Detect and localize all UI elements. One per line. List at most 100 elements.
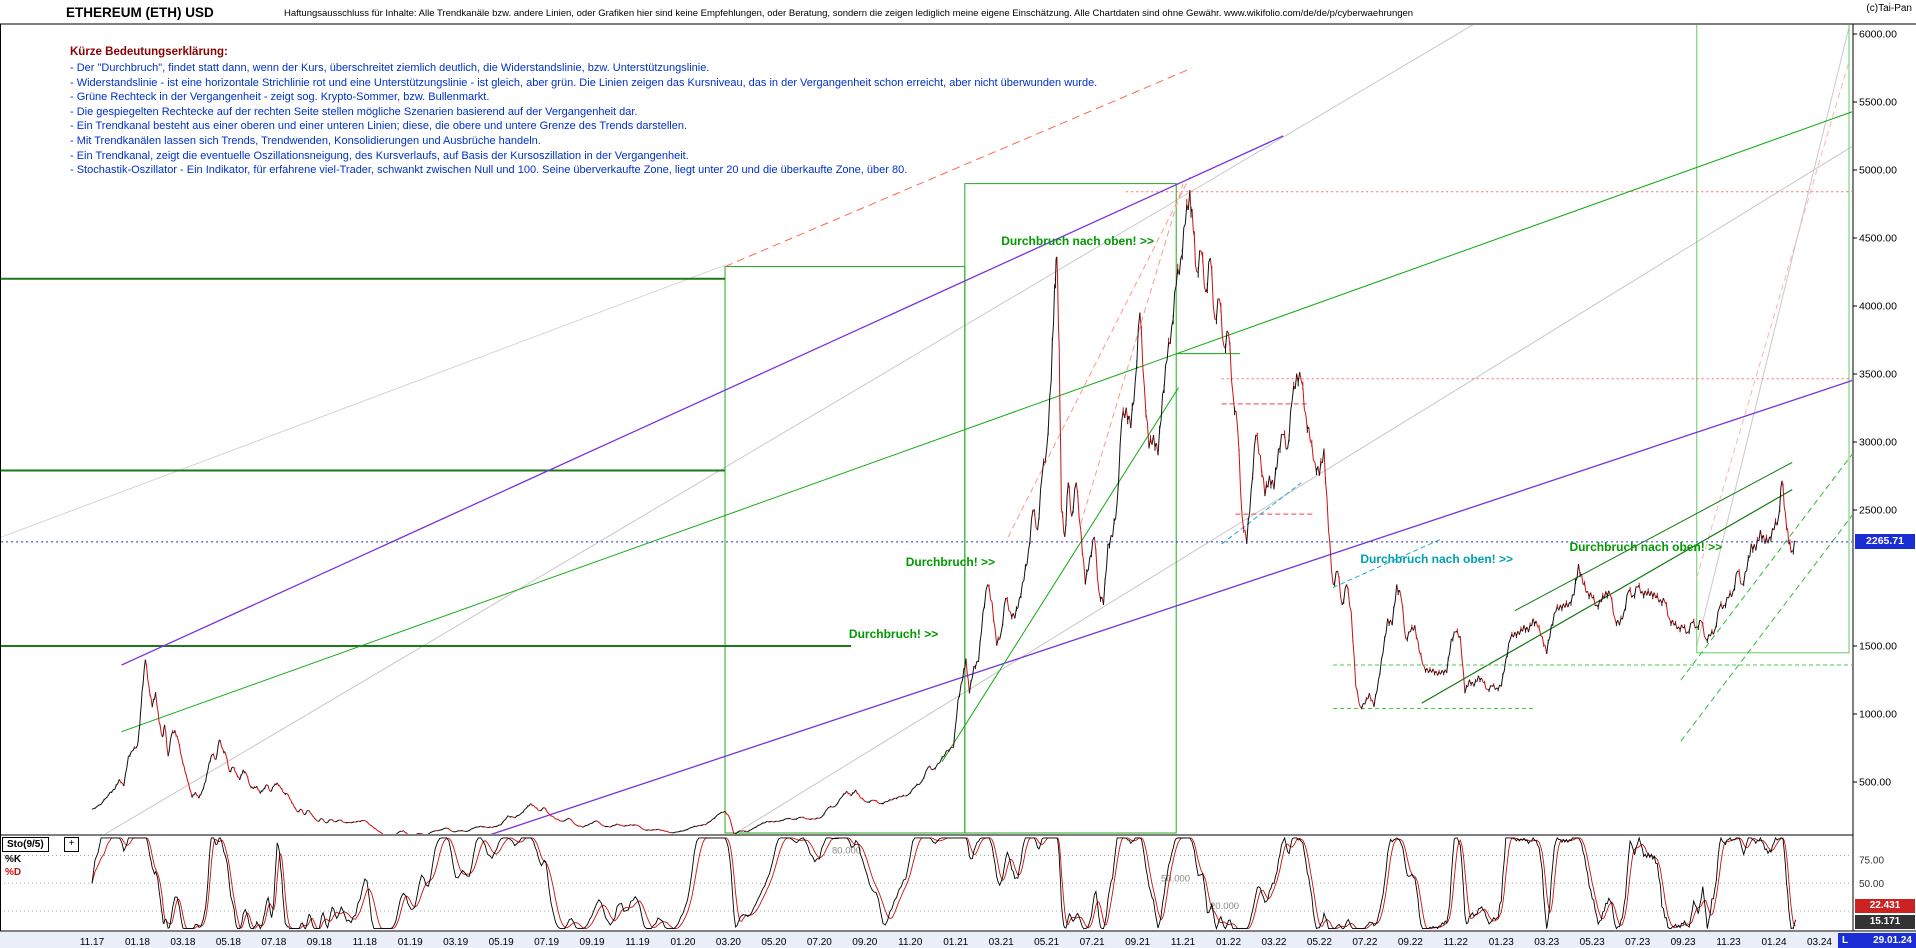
overlay-line[interactable]	[724, 67, 1193, 268]
x-axis-label: 03.23	[1534, 937, 1559, 948]
overlay-line[interactable]	[1, 264, 726, 538]
overlay-line[interactable]	[941, 387, 1179, 762]
copyright-label: (c)Tai-Pan	[1866, 3, 1912, 14]
x-axis-label: 09.21	[1125, 937, 1150, 948]
breakout-annotation[interactable]: Durchbruch nach oben! >>	[1001, 234, 1154, 248]
y-axis-label: 4500.00	[1859, 233, 1897, 245]
last-date: 29.01.24	[1873, 935, 1912, 946]
oscillator-level-label: 50.000	[1161, 873, 1190, 884]
last-marker: L	[1842, 935, 1849, 946]
overlay-rect[interactable]	[724, 266, 966, 834]
x-axis-label: 01.18	[125, 937, 150, 948]
x-axis-label: 07.18	[261, 937, 286, 948]
x-axis-label: 11.18	[353, 937, 378, 948]
x-axis-label: 05.20	[761, 937, 786, 948]
breakout-annotation[interactable]: Durchbruch! >>	[849, 627, 938, 641]
overlay-line[interactable]	[1514, 461, 1793, 612]
oscillator-d-value-badge: 22.431	[1855, 899, 1915, 913]
overlay-line[interactable]	[121, 105, 1872, 733]
x-axis-label: 09.23	[1671, 937, 1696, 948]
x-axis-label: 09.19	[580, 937, 605, 948]
y-axis-label: 5500.00	[1859, 97, 1897, 109]
y-axis-label: 3500.00	[1859, 369, 1897, 381]
disclaimer-text: Haftungsausschluss für Inhalte: Alle Tre…	[284, 8, 1414, 19]
oscillator-axis-label: 75.00	[1859, 856, 1884, 867]
x-axis-label: 07.20	[807, 937, 832, 948]
y-axis-label: 500.00	[1859, 777, 1891, 789]
overlay-line[interactable]	[1332, 538, 1443, 588]
y-axis-label: 2500.00	[1859, 505, 1897, 517]
legend-line: - Die gespiegelten Rechtecke auf der rec…	[70, 105, 638, 118]
y-axis-label: 1500.00	[1859, 641, 1897, 653]
x-axis-label: 05.21	[1034, 937, 1059, 948]
x-axis-label: 07.23	[1625, 937, 1650, 948]
oscillator-level-label: 80.000	[832, 846, 861, 857]
x-axis-label: 03.19	[443, 937, 468, 948]
x-axis-label: 01.22	[1216, 937, 1241, 948]
legend-line: - Ein Trendkanal, zeigt die eventuelle O…	[70, 149, 689, 162]
oscillator-k-value-badge: 15.171	[1855, 915, 1915, 929]
last-date-badge: L 29.01.24	[1838, 933, 1916, 948]
x-axis-label: 03.18	[170, 937, 195, 948]
x-axis-label: 01.23	[1489, 937, 1514, 948]
x-axis-label: 11.20	[898, 937, 923, 948]
overlay-line[interactable]	[1696, 27, 1850, 647]
x-axis-label: 09.22	[1398, 937, 1423, 948]
breakout-annotation[interactable]: Durchbruch! >>	[906, 555, 995, 569]
x-axis-label: 11.22	[1444, 937, 1469, 948]
x-axis-label: 01.21	[943, 937, 968, 948]
expand-plus-icon[interactable]: +	[64, 837, 79, 852]
x-axis-label: 07.19	[534, 937, 559, 948]
x-axis-label: 05.22	[1307, 937, 1332, 948]
overlay-rect[interactable]	[1696, 23, 1850, 654]
overlay-line[interactable]	[121, 135, 1284, 666]
k-series-label: %K	[5, 854, 22, 865]
y-axis-label: 1000.00	[1859, 709, 1897, 721]
price-axis-badge: 2265.71	[1855, 534, 1915, 550]
overlay-line[interactable]	[1080, 183, 1184, 524]
plot-area[interactable]	[1, 0, 1872, 843]
plot-area-top-layer: Durchbruch! >> Durchbruch! >> Durchbruch n…	[1, 234, 1852, 641]
stochastic-d-line	[91, 837, 1796, 930]
x-axis-label: 07.21	[1080, 937, 1105, 948]
stochastic-panel: 80.000 50.000 20.000	[1, 837, 1852, 930]
stochastic-k-line	[91, 837, 1797, 930]
date-axis-row	[0, 932, 1916, 948]
legend-line: - Widerstandslinie - ist eine horizontal…	[70, 76, 1098, 89]
x-axis-label: 05.23	[1580, 937, 1605, 948]
x-axis-label: 09.20	[852, 937, 877, 948]
breakout-annotation[interactable]: Durchbruch nach oben! >>	[1360, 552, 1513, 566]
overlay-line[interactable]	[465, 374, 1872, 843]
x-axis-label: 07.22	[1352, 937, 1377, 948]
overlay-line[interactable]	[1680, 428, 1872, 681]
legend-line: - Der "Durchbruch", findet statt dann, w…	[70, 62, 710, 74]
legend-lines: - Der "Durchbruch", findet statt dann, w…	[70, 61, 1097, 178]
oscillator-label[interactable]: Sto(9/5)	[2, 837, 49, 852]
x-axis-label: 03.20	[716, 937, 741, 948]
instrument-title: ETHEREUM (ETH) USD	[66, 5, 214, 20]
x-axis-label: 11.17	[80, 937, 105, 948]
overlay-line[interactable]	[1007, 176, 1191, 538]
overlay-line[interactable]	[1221, 482, 1302, 545]
price-up-segments	[91, 190, 1795, 834]
y-axis-label: 5000.00	[1859, 165, 1897, 177]
x-axis-label: 01.19	[398, 937, 423, 948]
x-axis-label: 03.21	[989, 937, 1014, 948]
x-axis-label: 05.19	[489, 937, 514, 948]
oscillator-level-label: 20.000	[1210, 901, 1239, 912]
overlay-line[interactable]	[92, 0, 1515, 842]
d-series-label: %D	[5, 867, 22, 878]
breakout-annotation[interactable]: Durchbruch nach oben! >>	[1569, 540, 1722, 554]
overlay-rect[interactable]	[964, 183, 1177, 834]
x-axis-label: 05.18	[216, 937, 241, 948]
price-down-segments	[118, 190, 1796, 834]
x-axis-label: 01.24	[1762, 937, 1787, 948]
legend-title: Kürze Bedeutungserklärung:	[70, 46, 228, 58]
legend-block: Kürze Bedeutungserklärung: - Der "Durchb…	[70, 46, 1097, 178]
x-axis-label: 09.18	[307, 937, 332, 948]
overlay-line[interactable]	[1680, 490, 1872, 742]
legend-line: - Ein Trendkanal besteht aus einer obere…	[70, 120, 688, 133]
oscillator-axis-label: 50.00	[1859, 879, 1884, 890]
